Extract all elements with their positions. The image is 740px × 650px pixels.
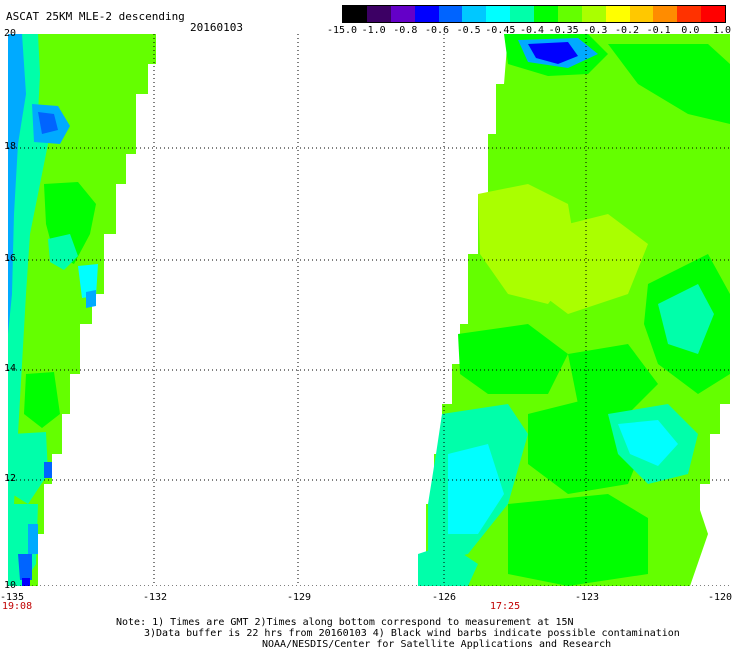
note-line-2: 3)Data buffer is 22 hrs from 20160103 4)… [144, 628, 680, 639]
pass-time-left: 19:08 [2, 601, 33, 612]
map-plot [8, 34, 730, 586]
map-date: 20160103 [190, 21, 243, 34]
left-swath [8, 34, 156, 586]
colorbar-tick-label: -0.3 [583, 25, 608, 36]
lon-label-126: -126 [431, 592, 457, 603]
right-swath [418, 34, 730, 586]
colorbar-cell [701, 6, 725, 22]
note-line-3: NOAA/NESDIS/Center for Satellite Applica… [262, 639, 612, 650]
colorbar-cell [677, 6, 702, 22]
colorbar-tick-label: -15.0 [326, 25, 358, 36]
lat-label-14: 14 [4, 363, 17, 374]
lat-label-16: 16 [4, 253, 17, 264]
lat-label-10: 10 [4, 580, 17, 591]
colorbar-cell [414, 6, 439, 22]
colorbar-tick-label: -0.8 [393, 25, 418, 36]
colorbar-cell [653, 6, 678, 22]
lon-label-123: -123 [574, 592, 600, 603]
lat-label-20: 20 [4, 28, 17, 39]
pass-time-right: 17:25 [490, 601, 521, 612]
colorbar-tick-label: -0.5 [456, 25, 481, 36]
colorbar-tick-label: -0.6 [424, 25, 450, 36]
lat-label-12: 12 [4, 473, 17, 484]
lon-label-135: -135 [0, 592, 25, 603]
colorbar-cell [629, 6, 654, 22]
colorbar-tick-label: -0.2 [614, 25, 640, 36]
colorbar-cell [462, 6, 487, 22]
lat-label-18: 18 [4, 141, 17, 152]
lon-label-132: -132 [142, 592, 168, 603]
colorbar-tick-label: -0.45 [485, 25, 516, 36]
colorbar-cell [605, 6, 630, 22]
colorbar-cell [534, 6, 558, 22]
colorbar-tick-label: -1.0 [361, 25, 386, 36]
colorbar-cell [343, 6, 367, 22]
colorbar-tick-label: 1.0 [712, 25, 732, 36]
colorbar [342, 5, 726, 23]
colorbar-cell [581, 6, 606, 22]
colorbar-cell [486, 6, 511, 22]
colorbar-tick-label: -0.1 [646, 25, 671, 36]
colorbar-cell [390, 6, 415, 22]
lon-label-129: -129 [286, 592, 312, 603]
colorbar-labels: -15.0 -1.0 -0.8 -0.6 -0.5 -0.45 -0.4 -0.35 -0.3-… [326, 25, 735, 39]
note-line-1: Note: 1) Times are GMT 2)Times along bot… [116, 617, 574, 628]
grid-lines [8, 34, 730, 586]
colorbar-cell [366, 6, 391, 22]
colorbar-cell [510, 6, 534, 22]
map-title: ASCAT 25KM MLE-2 descending [6, 10, 185, 23]
colorbar-cell [438, 6, 463, 22]
lon-label-120: -120 [707, 592, 733, 603]
colorbar-cell [557, 6, 582, 22]
colorbar-tick-label: -0.4 [519, 25, 545, 36]
colorbar-tick-label: 0.0 [681, 25, 700, 36]
colorbar-tick-label: -0.35 [548, 25, 579, 36]
